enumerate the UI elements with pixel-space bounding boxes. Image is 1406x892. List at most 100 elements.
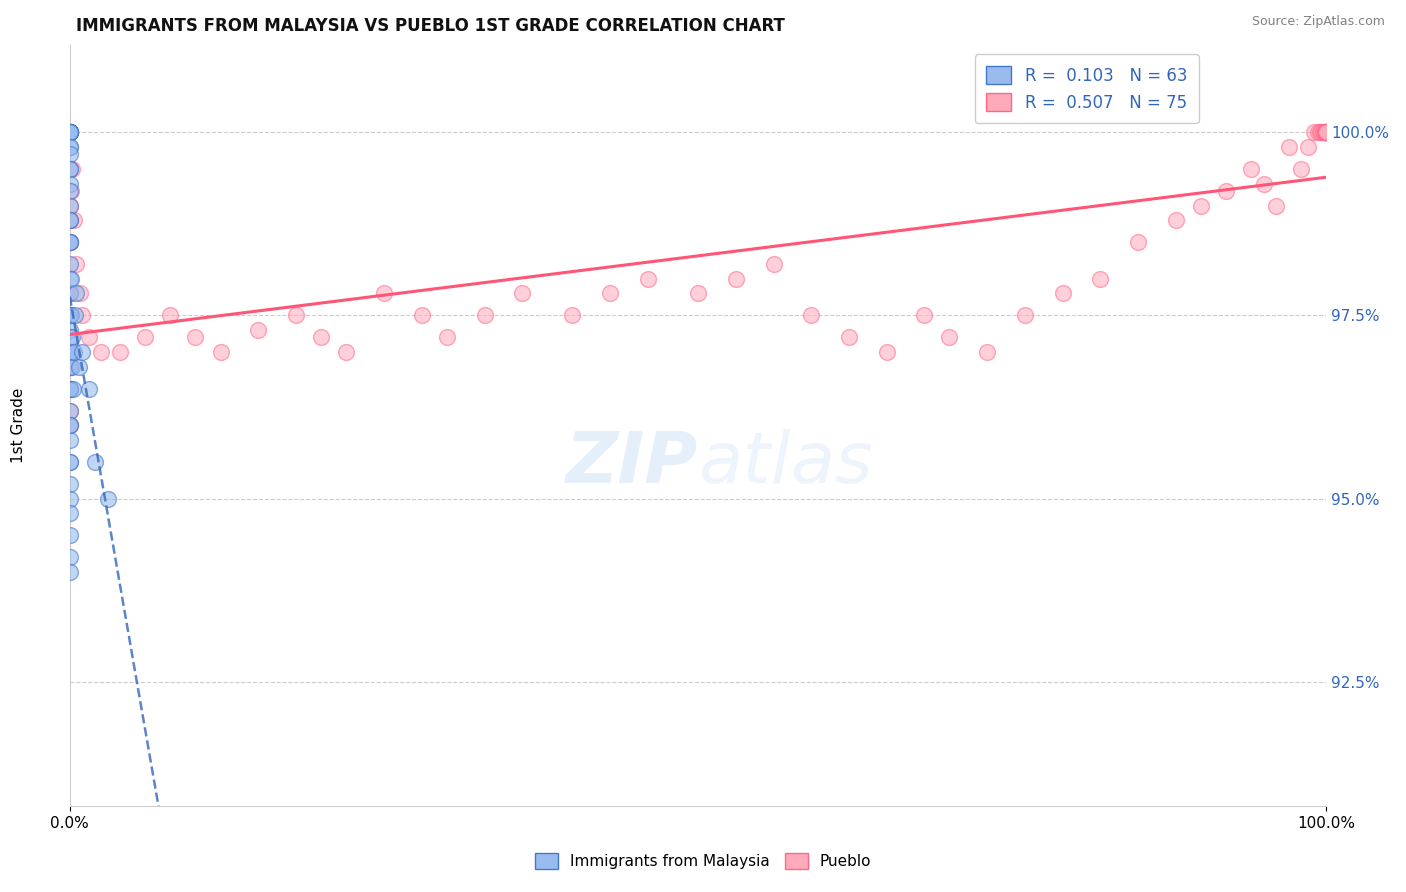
Point (59, 147, 82, 161)
Point (1315, 125, 1337, 139)
Point (938, 330, 960, 344)
Point (59, 359, 82, 374)
Point (912, 309, 935, 323)
Point (59, 433, 82, 447)
Point (1253, 177, 1275, 191)
Y-axis label: 1st Grade: 1st Grade (11, 388, 25, 463)
Point (59, 257, 82, 271)
Point (184, 330, 207, 344)
Point (59, 418, 82, 433)
Point (59, 382, 82, 396)
Point (1315, 125, 1337, 139)
Point (59, 125, 82, 139)
Point (59, 235, 82, 250)
Point (247, 323, 270, 337)
Point (1052, 286, 1074, 301)
Point (59, 125, 82, 139)
Point (59, 403, 82, 417)
Point (976, 345, 998, 359)
Point (59, 177, 82, 191)
Text: atlas: atlas (699, 429, 873, 498)
Point (1312, 125, 1334, 139)
Point (60, 359, 83, 374)
Point (876, 345, 898, 359)
Point (59, 235, 82, 250)
Point (510, 286, 533, 301)
Point (84, 455, 107, 469)
Legend: R =  0.103   N = 63, R =  0.507   N = 75: R = 0.103 N = 63, R = 0.507 N = 75 (974, 54, 1199, 123)
Point (59, 476, 82, 491)
Point (59, 125, 82, 139)
Point (1313, 125, 1336, 139)
Point (59, 286, 82, 301)
Point (59, 330, 82, 344)
Point (1306, 125, 1329, 139)
Point (59, 125, 82, 139)
Point (59, 125, 82, 139)
Point (1315, 125, 1337, 139)
Point (59, 125, 82, 139)
Point (59, 506, 82, 520)
Point (59, 309, 82, 323)
Point (1309, 125, 1331, 139)
Point (59, 213, 82, 227)
Point (1310, 125, 1333, 139)
Point (59, 286, 82, 301)
Point (59, 309, 82, 323)
Point (59, 235, 82, 250)
Point (60, 345, 83, 359)
Point (59, 382, 82, 396)
Point (59, 418, 82, 433)
Point (59, 140, 82, 154)
Point (77, 330, 100, 344)
Point (59, 455, 82, 469)
Point (1014, 309, 1036, 323)
Point (1315, 125, 1337, 139)
Point (800, 309, 823, 323)
Point (96, 491, 118, 506)
Point (599, 286, 621, 301)
Point (60, 161, 83, 176)
Point (1315, 125, 1337, 139)
Point (209, 345, 232, 359)
Point (309, 330, 332, 344)
Point (159, 309, 181, 323)
Point (1291, 161, 1313, 176)
Point (59, 125, 82, 139)
Point (62, 213, 84, 227)
Point (59, 382, 82, 396)
Point (62, 345, 84, 359)
Text: Source: ZipAtlas.com: Source: ZipAtlas.com (1251, 15, 1385, 28)
Point (436, 330, 458, 344)
Point (59, 550, 82, 565)
Point (688, 286, 710, 301)
Point (59, 491, 82, 506)
Point (59, 309, 82, 323)
Legend: Immigrants from Malaysia, Pueblo: Immigrants from Malaysia, Pueblo (529, 847, 877, 875)
Point (838, 330, 860, 344)
Point (561, 309, 583, 323)
Point (1296, 140, 1319, 154)
Point (59, 345, 82, 359)
Point (59, 382, 82, 396)
Point (59, 199, 82, 213)
Point (59, 345, 82, 359)
Point (59, 184, 82, 198)
Point (59, 213, 82, 227)
Point (762, 257, 785, 271)
Text: IMMIGRANTS FROM MALAYSIA VS PUEBLO 1ST GRADE CORRELATION CHART: IMMIGRANTS FROM MALAYSIA VS PUEBLO 1ST G… (76, 17, 785, 35)
Point (60, 309, 83, 323)
Point (1215, 184, 1237, 198)
Point (1090, 272, 1112, 286)
Point (59, 199, 82, 213)
Point (60, 330, 83, 344)
Point (59, 345, 82, 359)
Text: ZIP: ZIP (565, 429, 699, 498)
Point (1278, 140, 1301, 154)
Point (90, 345, 112, 359)
Point (59, 418, 82, 433)
Point (59, 125, 82, 139)
Point (1265, 199, 1288, 213)
Point (63, 309, 86, 323)
Point (59, 528, 82, 542)
